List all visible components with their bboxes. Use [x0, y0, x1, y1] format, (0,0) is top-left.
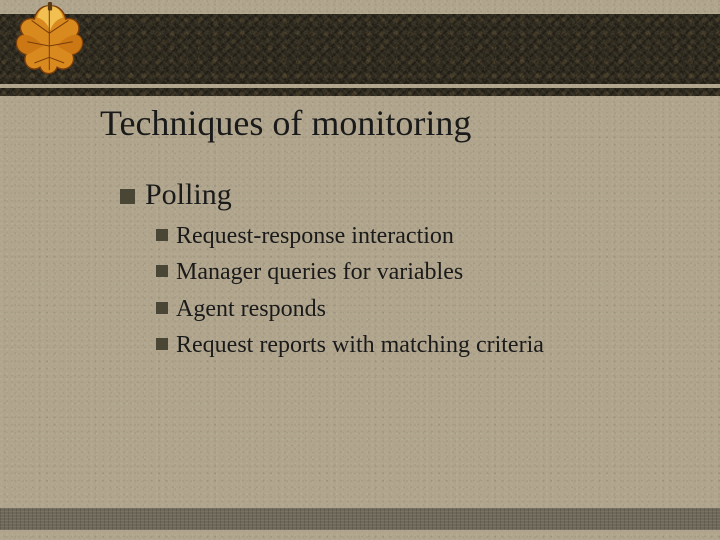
- slide-body: Polling Request-response interaction Man…: [120, 178, 660, 362]
- square-bullet-icon: [156, 338, 168, 350]
- bullet-level2-label: Agent responds: [176, 293, 326, 325]
- square-bullet-icon: [156, 229, 168, 241]
- bullet-level2: Request-response interaction: [156, 220, 660, 252]
- leaf-icon: [14, 2, 86, 80]
- bullet-level1-label: Polling: [145, 178, 232, 212]
- square-bullet-icon: [156, 302, 168, 314]
- slide-title: Techniques of monitoring: [100, 104, 680, 144]
- decor-band-bottom: [0, 508, 720, 530]
- decor-band-top-thin: [0, 88, 720, 96]
- decor-band-top: [0, 14, 720, 84]
- sublist: Request-response interaction Manager que…: [156, 220, 660, 362]
- bullet-level2-label: Request reports with matching criteria: [176, 329, 544, 361]
- bullet-level2-label: Manager queries for variables: [176, 256, 463, 288]
- square-bullet-icon: [156, 265, 168, 277]
- bullet-level1: Polling: [120, 178, 660, 212]
- bullet-level2: Request reports with matching criteria: [156, 329, 660, 361]
- bullet-level2: Agent responds: [156, 293, 660, 325]
- bullet-level2: Manager queries for variables: [156, 256, 660, 288]
- square-bullet-icon: [120, 189, 135, 204]
- bullet-level2-label: Request-response interaction: [176, 220, 454, 252]
- slide: Techniques of monitoring Polling Request…: [0, 0, 720, 540]
